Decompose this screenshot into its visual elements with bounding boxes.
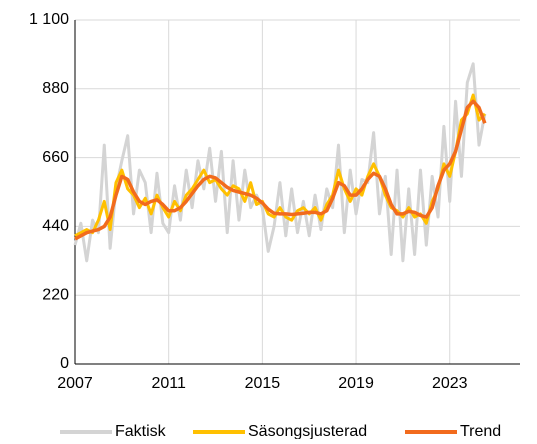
legend-label: Faktisk [115,423,167,439]
series-line [73,62,487,263]
y-tick-label: 660 [42,149,69,166]
x-tick-label: 2011 [151,375,186,392]
y-tick-label: 880 [42,80,69,97]
x-tick-label: 2023 [432,375,468,392]
x-tick-label: 2007 [57,375,93,392]
y-tick-label: 0 [60,355,69,372]
series-line [74,99,487,241]
legend-label: Säsongsjusterad [248,423,367,439]
y-tick-label: 1 100 [29,11,69,28]
y-tick-label: 440 [42,218,69,235]
x-tick-label: 2019 [338,375,374,392]
y-tick-label: 220 [42,286,69,303]
x-tick-label: 2015 [245,375,281,392]
series-line [74,93,486,238]
legend-label: Trend [460,423,501,439]
